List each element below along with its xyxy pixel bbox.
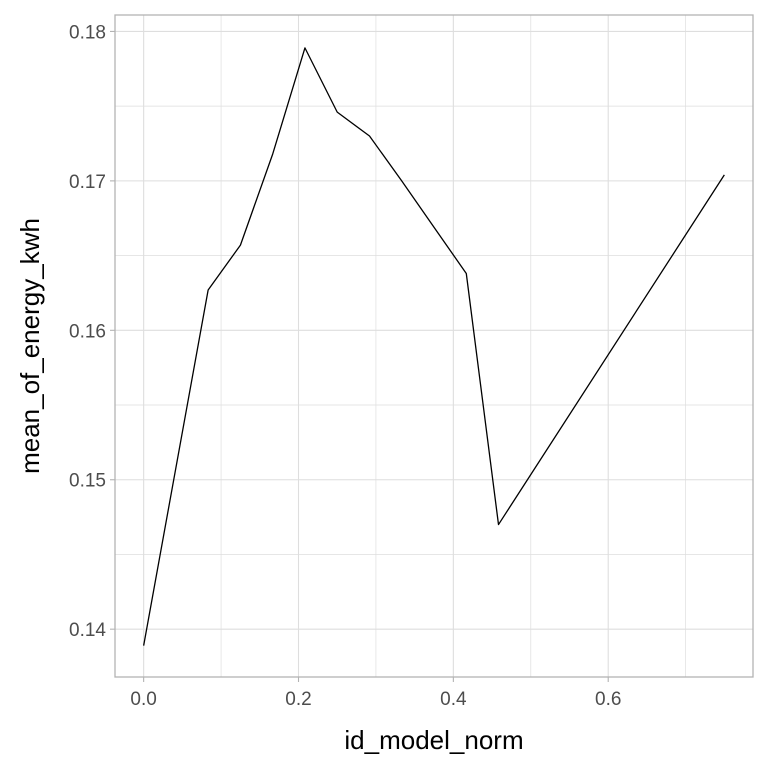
y-axis-title: mean_of_energy_kwh [15,218,45,474]
plot-panel-border [114,14,754,678]
x-axis-title: id_model_norm [344,725,523,755]
y-tick-label: 0.17 [69,172,106,193]
x-tick-label: 0.0 [130,689,156,710]
x-axis-ticks: 0.0 0.2 0.4 0.6 [130,677,621,710]
x-tick-label: 0.6 [595,689,621,710]
major-gridlines [115,15,753,677]
y-tick-label: 0.14 [69,620,106,641]
y-axis-ticks: 0.14 0.15 0.16 0.17 0.18 [69,22,115,641]
y-tick-label: 0.16 [69,321,106,342]
x-tick-label: 0.4 [440,689,467,710]
series-line [143,47,725,646]
data-series [143,47,725,646]
x-tick-label: 0.2 [285,689,311,710]
minor-gridlines [115,15,753,677]
y-tick-label: 0.15 [69,471,106,492]
y-tick-label: 0.18 [69,22,106,43]
